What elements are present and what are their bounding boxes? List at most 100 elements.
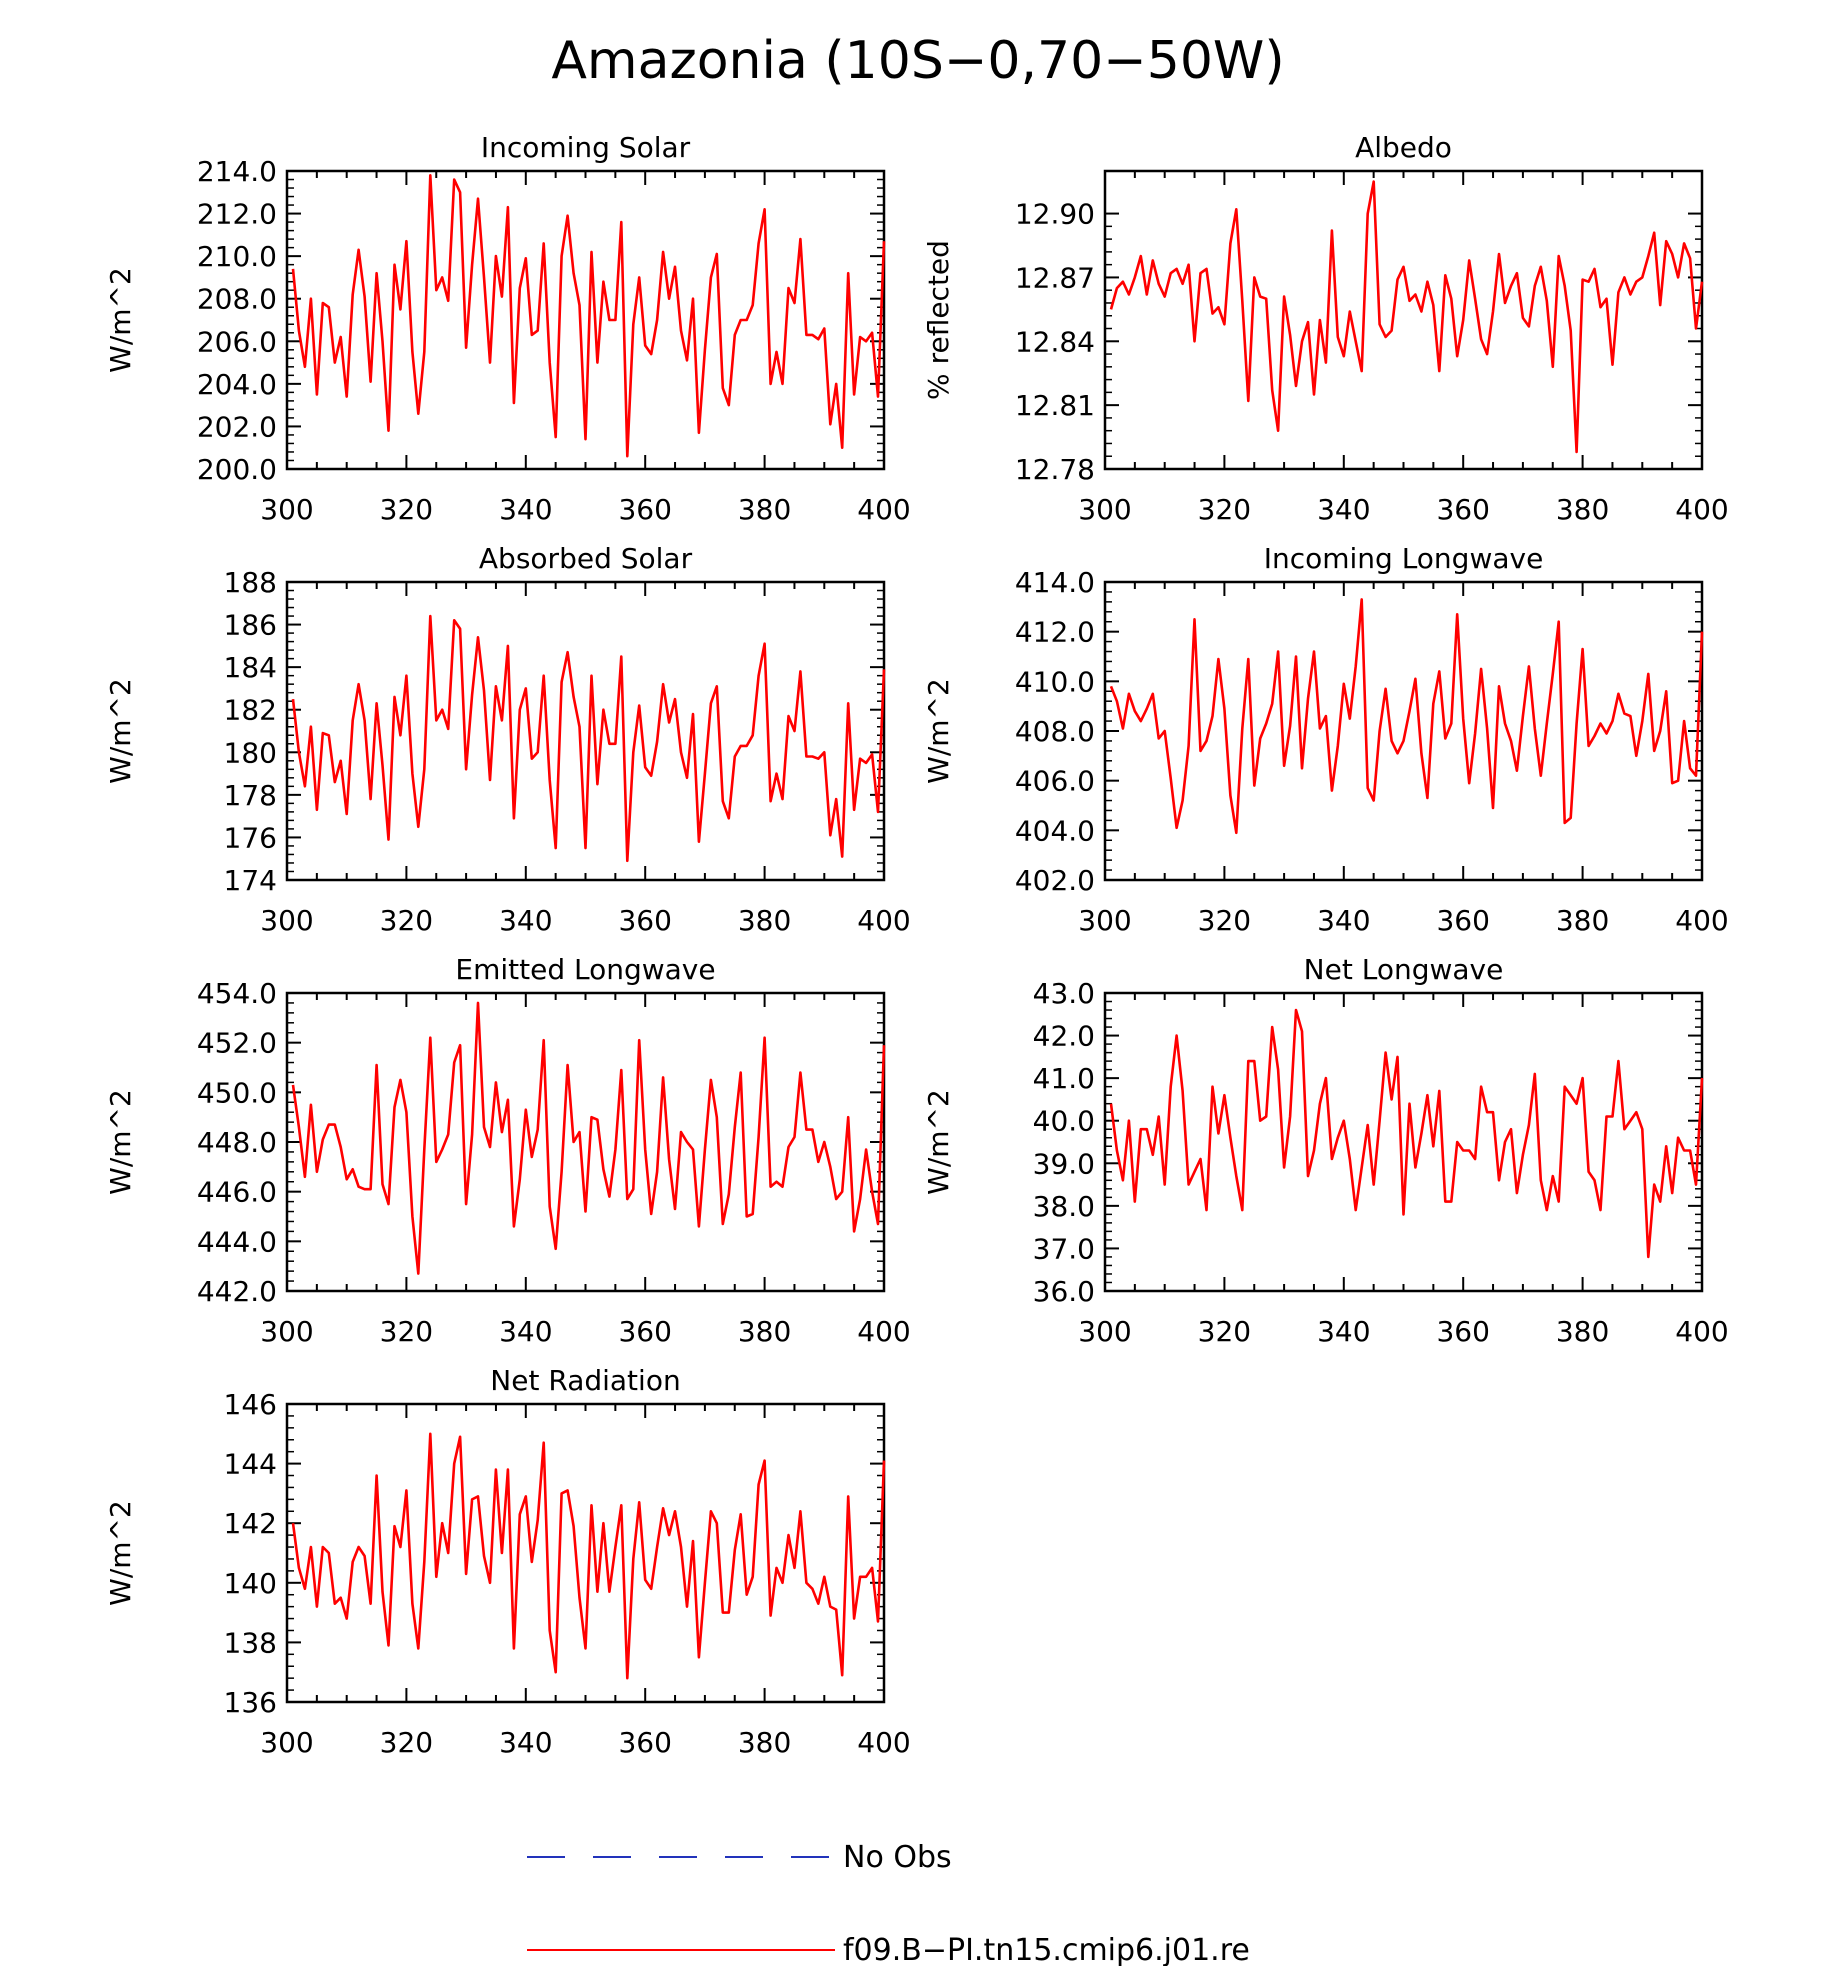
series-line — [1109, 1008, 1704, 1259]
x-tick-label: 360 — [1436, 1315, 1489, 1348]
y-tick-label: 210.0 — [197, 240, 277, 273]
x-tick-label: 340 — [499, 1315, 552, 1348]
series-line — [291, 1432, 886, 1680]
y-axis-label: W/m^2 — [922, 678, 955, 784]
x-tick-label: 400 — [857, 904, 910, 937]
y-tick-label: 41.0 — [1033, 1062, 1095, 1095]
x-tick-label: 400 — [1675, 904, 1728, 937]
y-tick-label: 12.87 — [1015, 261, 1095, 294]
chart-title: Incoming Longwave — [1264, 542, 1544, 575]
y-tick-label: 408.0 — [1015, 715, 1095, 748]
y-tick-label: 404.0 — [1015, 814, 1095, 847]
x-tick-label: 300 — [260, 1726, 313, 1759]
legend-label-1: No Obs — [843, 1840, 952, 1875]
y-tick-label: 40.0 — [1033, 1105, 1095, 1138]
x-tick-label: 380 — [738, 493, 791, 526]
x-tick-label: 380 — [738, 904, 791, 937]
y-tick-label: 214.0 — [197, 155, 277, 188]
y-tick-label: 12.90 — [1015, 198, 1095, 231]
y-tick-label: 178 — [224, 779, 277, 812]
y-tick-label: 186 — [224, 609, 277, 642]
y-axis-label: W/m^2 — [922, 1089, 955, 1195]
x-tick-label: 360 — [618, 904, 671, 937]
y-tick-label: 174 — [224, 864, 277, 897]
y-tick-label: 402.0 — [1015, 864, 1095, 897]
x-tick-label: 340 — [499, 493, 552, 526]
plot-frame — [285, 1402, 886, 1704]
x-tick-label: 320 — [380, 493, 433, 526]
x-tick-label: 400 — [857, 1726, 910, 1759]
y-tick-label: 410.0 — [1015, 665, 1095, 698]
x-tick-label: 340 — [499, 1726, 552, 1759]
plot-frame — [1103, 991, 1704, 1293]
x-tick-label: 400 — [1675, 493, 1728, 526]
x-tick-label: 300 — [1078, 1315, 1131, 1348]
x-tick-label: 340 — [1317, 1315, 1370, 1348]
series-line — [291, 1001, 886, 1275]
chart-title: Incoming Solar — [481, 131, 691, 164]
x-tick-label: 320 — [1198, 1315, 1251, 1348]
y-tick-label: 36.0 — [1033, 1275, 1095, 1308]
y-tick-label: 442.0 — [197, 1275, 277, 1308]
y-tick-label: 452.0 — [197, 1027, 277, 1060]
y-tick-label: 176 — [224, 821, 277, 854]
series-line — [291, 174, 886, 458]
legend-label-2: f09.B−PI.tn15.cmip6.j01.re — [843, 1933, 1250, 1966]
x-tick-label: 380 — [1556, 904, 1609, 937]
x-tick-label: 400 — [1675, 1315, 1728, 1348]
x-tick-label: 300 — [260, 493, 313, 526]
plot-frame — [285, 991, 886, 1293]
x-tick-label: 400 — [857, 493, 910, 526]
chart-panel-5: 300 320 340 360 380 400 442.0 444.0 446.0 448.0 45… — [104, 953, 911, 1348]
x-tick-label: 380 — [1556, 493, 1609, 526]
chart-title: Emitted Longwave — [455, 953, 715, 986]
y-tick-label: 37.0 — [1033, 1232, 1095, 1265]
chart-title: Net Radiation — [490, 1364, 680, 1397]
y-tick-label: 144 — [224, 1448, 277, 1481]
y-tick-label: 406.0 — [1015, 765, 1095, 798]
chart-title: Albedo — [1355, 131, 1452, 164]
chart-panel-2: 300 320 340 360 380 400 12.78 12.81 12.84 12.87 12… — [922, 131, 1729, 526]
y-tick-label: 444.0 — [197, 1225, 277, 1258]
y-tick-label: 448.0 — [197, 1126, 277, 1159]
chart-title: Absorbed Solar — [479, 542, 693, 575]
x-tick-label: 360 — [618, 1726, 671, 1759]
y-tick-label: 12.84 — [1015, 325, 1095, 358]
y-tick-label: 39.0 — [1033, 1147, 1095, 1180]
x-tick-label: 320 — [380, 904, 433, 937]
y-tick-label: 446.0 — [197, 1176, 277, 1209]
x-tick-label: 360 — [618, 1315, 671, 1348]
x-tick-label: 380 — [738, 1315, 791, 1348]
x-tick-label: 360 — [618, 493, 671, 526]
y-tick-label: 136 — [224, 1686, 277, 1719]
y-tick-label: 138 — [224, 1626, 277, 1659]
y-tick-label: 38.0 — [1033, 1190, 1095, 1223]
y-tick-label: 200.0 — [197, 453, 277, 486]
y-tick-label: 202.0 — [197, 410, 277, 443]
chart-title: Net Longwave — [1304, 953, 1504, 986]
x-tick-label: 380 — [738, 1726, 791, 1759]
y-axis-label: W/m^2 — [104, 1500, 137, 1606]
x-tick-label: 360 — [1436, 493, 1489, 526]
x-tick-label: 300 — [260, 1315, 313, 1348]
series-line — [1109, 180, 1704, 454]
y-tick-label: 454.0 — [197, 977, 277, 1010]
x-tick-label: 400 — [857, 1315, 910, 1348]
y-tick-label: 212.0 — [197, 198, 277, 231]
y-tick-label: 12.78 — [1015, 453, 1095, 486]
x-tick-label: 320 — [380, 1315, 433, 1348]
y-tick-label: 188 — [224, 566, 277, 599]
chart-panel-3: 300 320 340 360 380 400 174 176 178 180 182 184 186 1… — [104, 542, 911, 937]
chart-panel-7: 300 320 340 360 380 400 136 138 140 142 144 146 Net … — [104, 1364, 911, 1759]
y-axis-label: W/m^2 — [104, 678, 137, 784]
y-tick-label: 180 — [224, 736, 277, 769]
y-tick-label: 12.81 — [1015, 389, 1095, 422]
y-axis-label: % reflected — [922, 240, 955, 400]
y-tick-label: 450.0 — [197, 1076, 277, 1109]
x-tick-label: 300 — [260, 904, 313, 937]
y-tick-label: 184 — [224, 651, 277, 684]
y-tick-label: 43.0 — [1033, 977, 1095, 1010]
x-tick-label: 340 — [1317, 493, 1370, 526]
y-tick-label: 182 — [224, 694, 277, 727]
